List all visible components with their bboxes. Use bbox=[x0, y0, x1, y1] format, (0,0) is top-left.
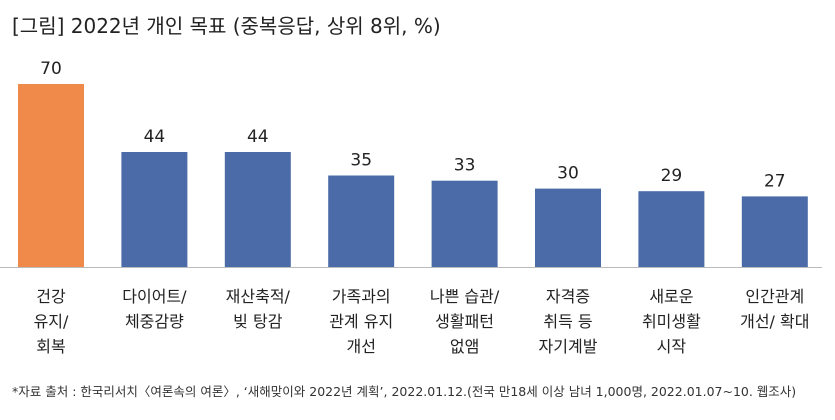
category-label-line: 다이어트/ bbox=[122, 287, 187, 306]
category-label-line: 시작 bbox=[657, 337, 687, 356]
category-label-line: 빚 탕감 bbox=[233, 312, 283, 331]
category-label-3: 재산축적/빚 탕감 bbox=[226, 287, 291, 331]
chart-title: [그림] 2022년 개인 목표 (중복응답, 상위 8위, %) bbox=[12, 14, 441, 38]
value-label-2: 44 bbox=[144, 127, 166, 147]
value-label-1: 70 bbox=[40, 59, 62, 79]
category-label-line: 취득 등 bbox=[543, 312, 592, 331]
category-label-line: 취미생활 bbox=[642, 312, 701, 331]
category-label-line: 가족과의 bbox=[332, 287, 391, 306]
category-label-line: 관계 유지 bbox=[329, 312, 393, 331]
category-label-line: 개선/ 확대 bbox=[740, 312, 809, 331]
category-label-line: 새로운 bbox=[649, 287, 693, 306]
value-label-5: 33 bbox=[454, 156, 476, 176]
category-label-line: 회복 bbox=[36, 337, 65, 356]
category-label-line: 자격증 bbox=[546, 287, 590, 306]
bar-5 bbox=[431, 180, 498, 267]
category-label-line: 나쁜 습관/ bbox=[430, 287, 500, 306]
category-label-2: 다이어트/체중감량 bbox=[122, 287, 187, 331]
value-label-8: 27 bbox=[764, 171, 786, 191]
bar-4 bbox=[328, 175, 395, 267]
bar-6 bbox=[535, 188, 601, 267]
category-label-line: 개선 bbox=[346, 337, 375, 356]
bar-8 bbox=[741, 196, 808, 267]
category-label-line: 생활패턴 bbox=[435, 312, 494, 331]
category-label-line: 자기계발 bbox=[539, 337, 598, 356]
value-label-7: 29 bbox=[661, 166, 683, 186]
bar-1 bbox=[18, 84, 84, 267]
bar-7 bbox=[638, 191, 705, 267]
bar-2 bbox=[121, 152, 188, 267]
value-label-4: 35 bbox=[350, 151, 372, 171]
category-label-line: 건강 bbox=[36, 287, 66, 306]
value-label-6: 30 bbox=[557, 164, 579, 184]
category-label-line: 유지/ bbox=[34, 312, 69, 331]
value-label-3: 44 bbox=[247, 127, 269, 147]
bars-group bbox=[18, 84, 808, 267]
category-label-line: 없앰 bbox=[450, 337, 479, 356]
bar-3 bbox=[224, 152, 291, 267]
category-label-line: 체중감량 bbox=[125, 312, 184, 331]
source-footnote: *자료 출처 : 한국리서치〈여론속의 여론〉, ‘새해맞이와 2022년 계획… bbox=[12, 384, 797, 399]
category-label-line: 인간관계 bbox=[745, 287, 804, 306]
category-label-line: 재산축적/ bbox=[226, 287, 291, 306]
